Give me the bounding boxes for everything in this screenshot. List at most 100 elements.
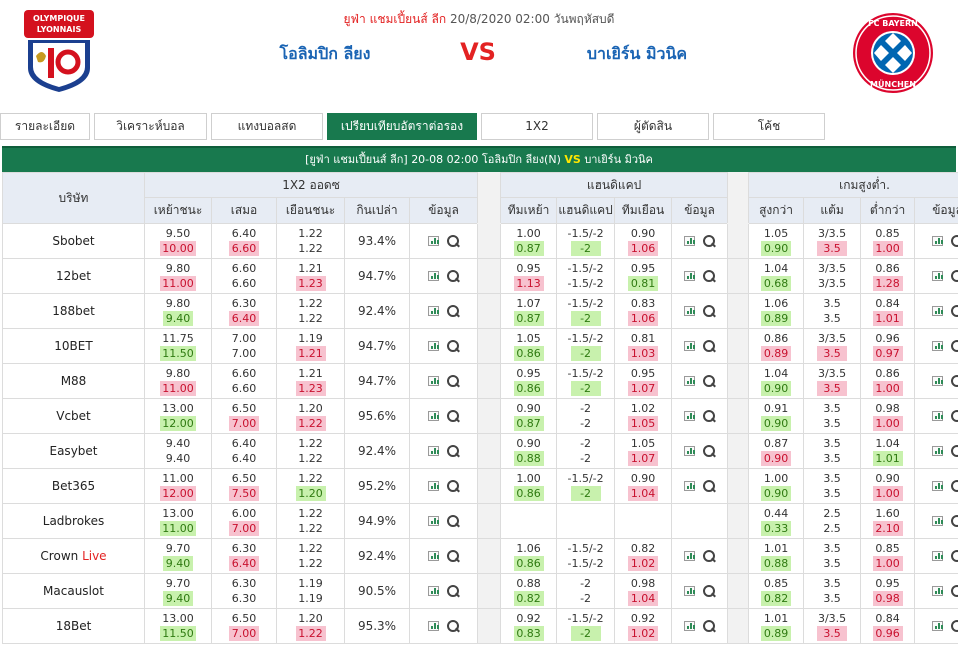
bookmaker-name[interactable]: 12bet: [2, 258, 145, 294]
bookmaker-name[interactable]: Vcbet: [2, 398, 145, 434]
chart-icon[interactable]: [931, 271, 943, 282]
chart-icon[interactable]: [931, 236, 943, 247]
chart-icon[interactable]: [427, 341, 439, 352]
search-icon[interactable]: [446, 619, 460, 633]
home-team-name[interactable]: โอลิมปิก ลียง: [279, 44, 371, 63]
chart-icon[interactable]: [931, 621, 943, 632]
search-icon[interactable]: [702, 549, 716, 563]
search-icon[interactable]: [446, 549, 460, 563]
bookmaker-name[interactable]: Ladbrokes: [2, 503, 145, 539]
bookmaker-name[interactable]: 10BET: [2, 328, 145, 364]
search-icon[interactable]: [702, 409, 716, 423]
tab-details[interactable]: รายละเอียด: [0, 113, 90, 140]
bookmaker-name[interactable]: Bet365: [2, 468, 145, 504]
search-icon[interactable]: [702, 584, 716, 598]
chart-icon[interactable]: [931, 446, 943, 457]
x12-odds-cell: 9.50 10.00: [144, 223, 212, 259]
tab-odds-compare[interactable]: เปรียบเทียบอัตราต่อรอง: [327, 113, 477, 140]
chart-icon[interactable]: [683, 271, 695, 282]
tab-referee[interactable]: ผู้ตัดสิน: [597, 113, 709, 140]
chart-icon[interactable]: [427, 306, 439, 317]
search-icon[interactable]: [950, 444, 958, 458]
tab-1x2[interactable]: 1X2: [481, 113, 593, 140]
search-icon[interactable]: [446, 514, 460, 528]
search-icon[interactable]: [950, 234, 958, 248]
chart-icon[interactable]: [683, 236, 695, 247]
search-icon[interactable]: [702, 304, 716, 318]
search-icon[interactable]: [950, 619, 958, 633]
chart-icon[interactable]: [427, 376, 439, 387]
search-icon[interactable]: [446, 374, 460, 388]
bookmaker-name[interactable]: Macauslot: [2, 573, 145, 609]
chart-icon[interactable]: [683, 551, 695, 562]
chart-icon[interactable]: [427, 516, 439, 527]
chart-icon[interactable]: [931, 306, 943, 317]
search-icon[interactable]: [446, 409, 460, 423]
search-icon[interactable]: [950, 514, 958, 528]
chart-icon[interactable]: [427, 481, 439, 492]
chart-icon[interactable]: [683, 306, 695, 317]
search-icon[interactable]: [702, 339, 716, 353]
chart-icon[interactable]: [683, 586, 695, 597]
search-icon[interactable]: [702, 479, 716, 493]
tab-coach[interactable]: โค้ช: [713, 113, 825, 140]
search-icon[interactable]: [950, 269, 958, 283]
search-icon[interactable]: [702, 374, 716, 388]
chart-icon[interactable]: [427, 586, 439, 597]
chart-icon[interactable]: [683, 376, 695, 387]
bookmaker-name[interactable]: M88: [2, 363, 145, 399]
search-icon[interactable]: [702, 234, 716, 248]
current-odds: 3/3.5: [817, 277, 847, 290]
chart-icon[interactable]: [931, 551, 943, 562]
search-icon[interactable]: [702, 444, 716, 458]
search-icon[interactable]: [950, 549, 958, 563]
opening-odds: 9.50: [165, 227, 191, 240]
ou-odds-cell: 1.06 0.89: [748, 293, 805, 329]
search-icon[interactable]: [950, 374, 958, 388]
chart-icon[interactable]: [683, 481, 695, 492]
bookmaker-name[interactable]: Crown Live: [2, 538, 145, 574]
info-cell: [914, 468, 958, 504]
chart-icon[interactable]: [931, 481, 943, 492]
chart-icon[interactable]: [427, 621, 439, 632]
search-icon[interactable]: [446, 304, 460, 318]
chart-icon[interactable]: [427, 271, 439, 282]
tab-analysis[interactable]: วิเคราะห์บอล: [94, 113, 207, 140]
chart-icon[interactable]: [427, 411, 439, 422]
search-icon[interactable]: [950, 584, 958, 598]
bookmaker-name[interactable]: Sbobet: [2, 223, 145, 259]
search-icon[interactable]: [446, 444, 460, 458]
opening-odds: 0.84: [875, 612, 900, 625]
chart-icon[interactable]: [931, 516, 943, 527]
chart-icon[interactable]: [683, 341, 695, 352]
tab-live-betting[interactable]: แทงบอลสด: [211, 113, 323, 140]
search-icon[interactable]: [702, 619, 716, 633]
x12-odds-cell: 6.30 6.40: [211, 538, 277, 574]
chart-icon[interactable]: [427, 236, 439, 247]
search-icon[interactable]: [702, 269, 716, 283]
chart-icon[interactable]: [931, 376, 943, 387]
chart-icon[interactable]: [931, 341, 943, 352]
chart-icon[interactable]: [683, 446, 695, 457]
bookmaker-name[interactable]: 188bet: [2, 293, 145, 329]
search-icon[interactable]: [950, 479, 958, 493]
search-icon[interactable]: [446, 584, 460, 598]
chart-icon[interactable]: [427, 551, 439, 562]
bookmaker-name[interactable]: 18Bet: [2, 608, 145, 644]
search-icon[interactable]: [446, 234, 460, 248]
chart-icon[interactable]: [427, 446, 439, 457]
current-odds: 0.83: [513, 626, 544, 641]
chart-icon[interactable]: [931, 586, 943, 597]
away-team-name[interactable]: บาเยิร์น มิวนิค: [586, 44, 688, 63]
search-icon[interactable]: [446, 339, 460, 353]
ou-odds-cell: 0.98 1.00: [860, 398, 916, 434]
chart-icon[interactable]: [683, 621, 695, 632]
search-icon[interactable]: [950, 339, 958, 353]
search-icon[interactable]: [950, 409, 958, 423]
chart-icon[interactable]: [683, 411, 695, 422]
search-icon[interactable]: [446, 479, 460, 493]
search-icon[interactable]: [950, 304, 958, 318]
search-icon[interactable]: [446, 269, 460, 283]
bookmaker-name[interactable]: Easybet: [2, 433, 145, 469]
chart-icon[interactable]: [931, 411, 943, 422]
